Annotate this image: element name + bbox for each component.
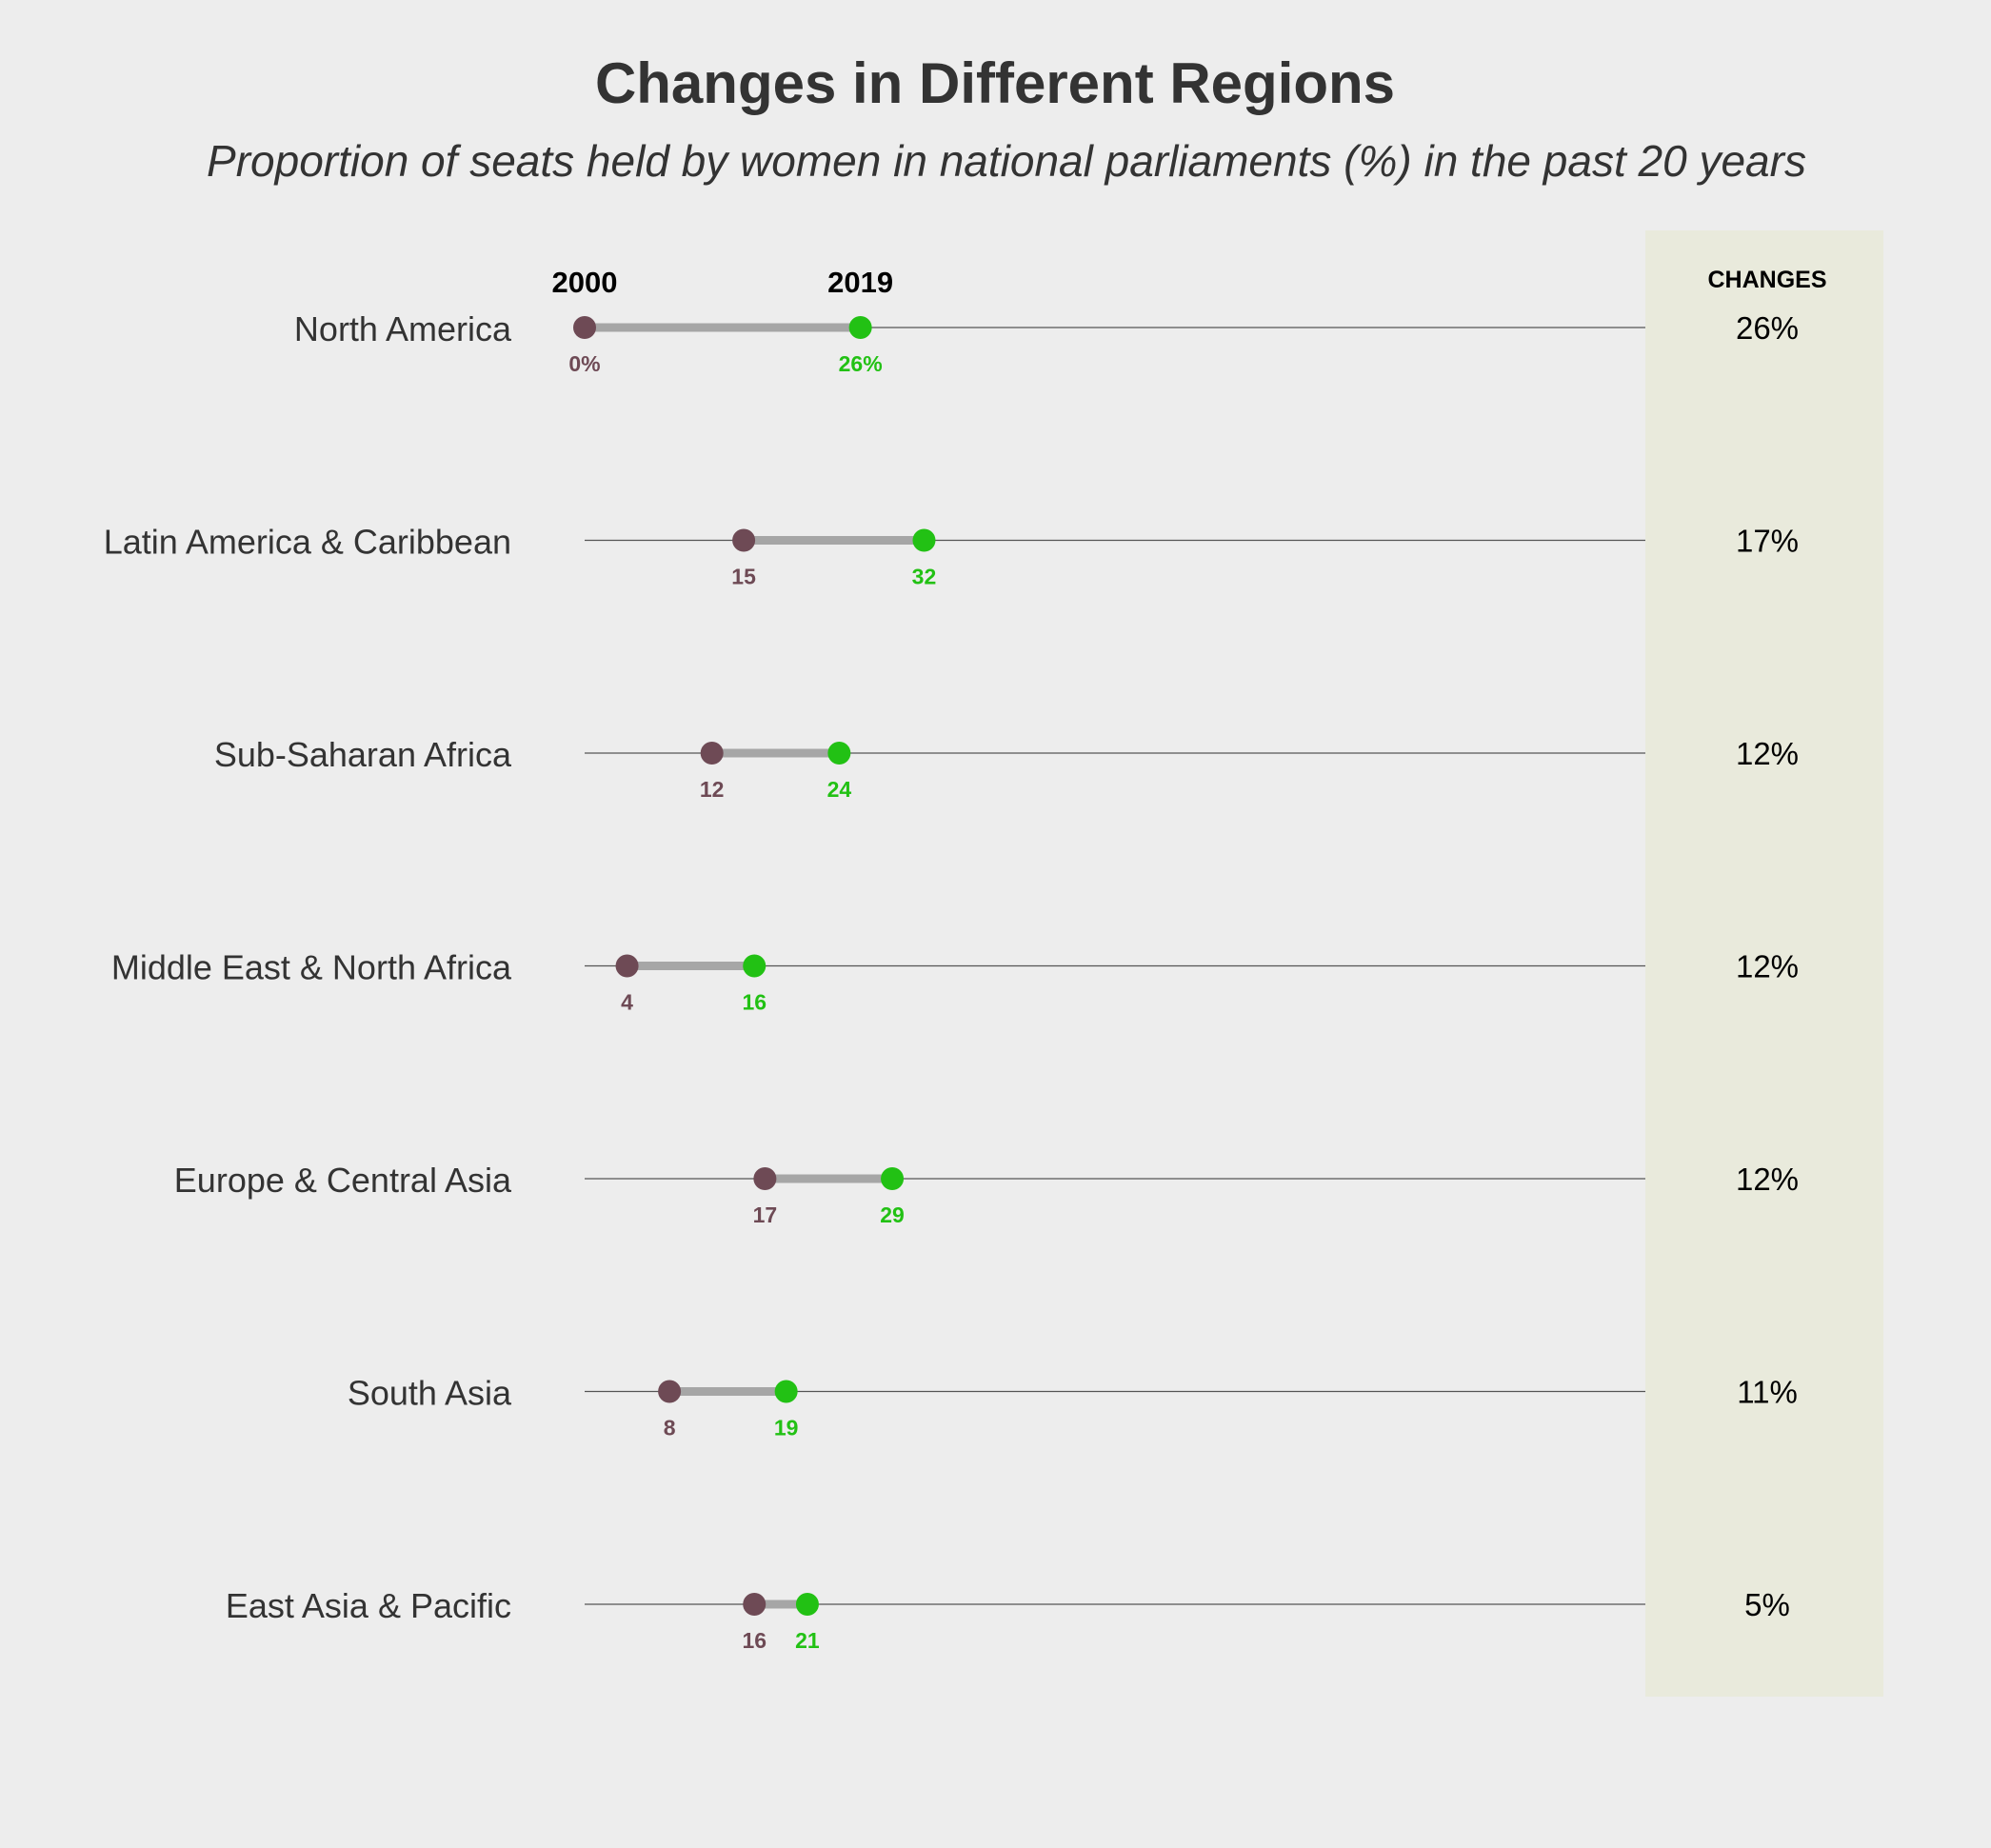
point-2019 [795, 1593, 819, 1616]
point-2000 [573, 316, 596, 339]
point-2019 [827, 742, 851, 765]
changes-header: CHANGES [1707, 267, 1826, 293]
point-2000 [700, 742, 724, 765]
label-2019-value: 16 [742, 990, 767, 1015]
point-2019 [912, 528, 936, 552]
year-label-2019: 2019 [827, 266, 893, 299]
change-value: 17% [1736, 524, 1799, 559]
change-value: 12% [1736, 1162, 1799, 1197]
label-2000-value: 8 [664, 1416, 676, 1441]
label-2019-value: 24 [827, 777, 852, 802]
label-2019-value: 21 [795, 1628, 820, 1653]
rows-layer: North America 0% 26% 26% 2000 2019 Latin Ameri… [104, 266, 1799, 1653]
change-value: 12% [1736, 949, 1799, 984]
label-2000-value: 0% [568, 351, 600, 376]
changes-panel [1645, 230, 1883, 1697]
region-label: Middle East & North Africa [111, 948, 512, 987]
point-2000 [615, 954, 639, 978]
region-label: North America [294, 309, 512, 348]
label-2019-value: 29 [880, 1202, 905, 1227]
point-2000 [743, 1593, 767, 1616]
region-label: East Asia & Pacific [226, 1586, 511, 1625]
label-2019-value: 26% [839, 351, 883, 376]
chart-subtitle: Proportion of seats held by women in nat… [207, 136, 1806, 186]
label-2000-value: 16 [742, 1628, 767, 1653]
label-2000-value: 12 [700, 777, 725, 802]
point-2019 [743, 954, 767, 978]
point-2000 [753, 1167, 777, 1190]
point-2000 [732, 528, 756, 552]
change-value: 11% [1737, 1375, 1798, 1410]
point-2019 [848, 316, 872, 339]
label-2019-value: 32 [912, 565, 937, 589]
change-value: 26% [1736, 310, 1799, 346]
region-label: Latin America & Caribbean [104, 523, 511, 562]
label-2000-value: 17 [753, 1202, 778, 1227]
change-value: 12% [1736, 736, 1799, 771]
region-label: Sub-Saharan Africa [214, 735, 512, 774]
label-2000-value: 15 [731, 565, 756, 589]
change-value: 5% [1744, 1587, 1790, 1622]
point-2019 [774, 1380, 798, 1403]
chart-title: Changes in Different Regions [595, 51, 1395, 115]
label-2000-value: 4 [621, 990, 633, 1015]
region-label: South Asia [348, 1374, 512, 1413]
point-2019 [881, 1167, 905, 1190]
label-2019-value: 19 [774, 1416, 799, 1441]
region-label: Europe & Central Asia [174, 1161, 512, 1200]
year-label-2000: 2000 [552, 266, 618, 299]
point-2000 [658, 1380, 682, 1403]
